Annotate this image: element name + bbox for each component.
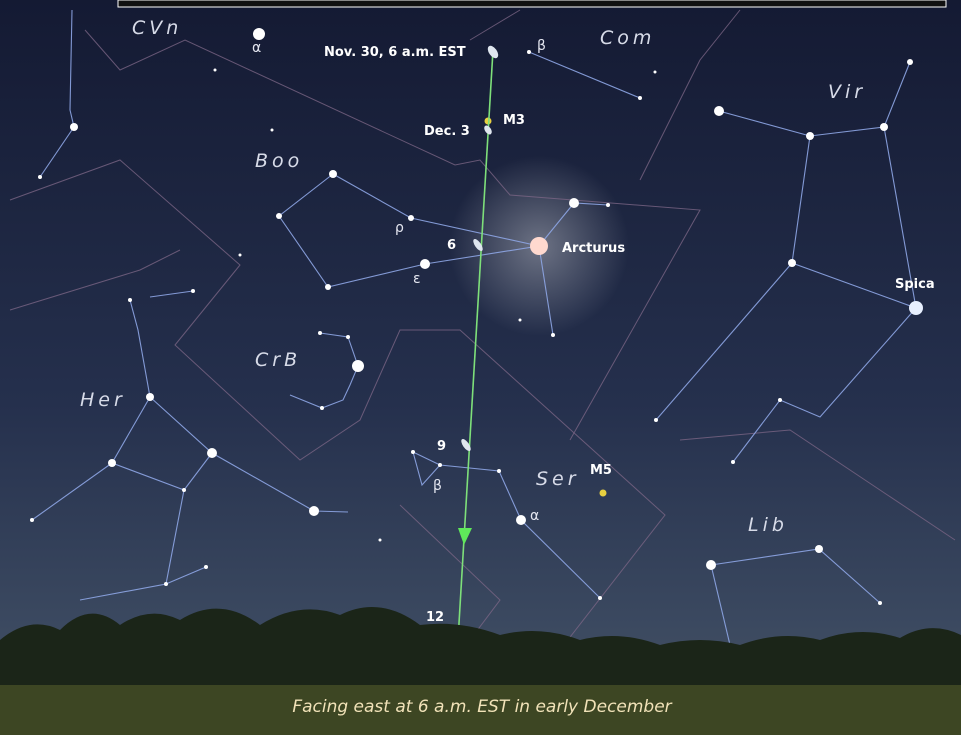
constellation-label: Vir (828, 81, 866, 103)
constellation-label: Boo (255, 150, 303, 172)
constellation-label: Lib (748, 514, 788, 536)
constellation-label: Com (600, 27, 655, 49)
caption: Facing east at 6 a.m. EST in early Decem… (292, 697, 672, 717)
sky-chart: CVn Com Vir Boo CrB Her Ser Lib α β ρ ε … (0, 0, 961, 735)
object-label: M5 (590, 463, 612, 478)
comet-date-label: 12 (426, 610, 444, 625)
comet-date-label: Dec. 3 (424, 124, 470, 139)
top-bar (118, 0, 946, 7)
constellation-label: CrB (255, 349, 301, 371)
star-label: α (252, 40, 261, 56)
star-label: ρ (395, 220, 404, 236)
star-label: α (530, 508, 539, 524)
star-label: ε (413, 271, 421, 287)
object-label: Spica (895, 277, 935, 292)
object-label: M3 (503, 113, 525, 128)
constellation-label: Her (80, 389, 126, 411)
comet-date-label: Nov. 30, 6 a.m. EST (324, 45, 466, 60)
m5-marker (600, 490, 607, 497)
comet-date-label: 9 (437, 439, 446, 454)
comet-date-label: 6 (447, 238, 456, 253)
star-label: β (537, 38, 546, 54)
constellation-label: CVn (132, 17, 182, 39)
star-label: β (433, 478, 442, 494)
constellation-label: Ser (536, 468, 580, 490)
object-label: Arcturus (562, 241, 625, 256)
